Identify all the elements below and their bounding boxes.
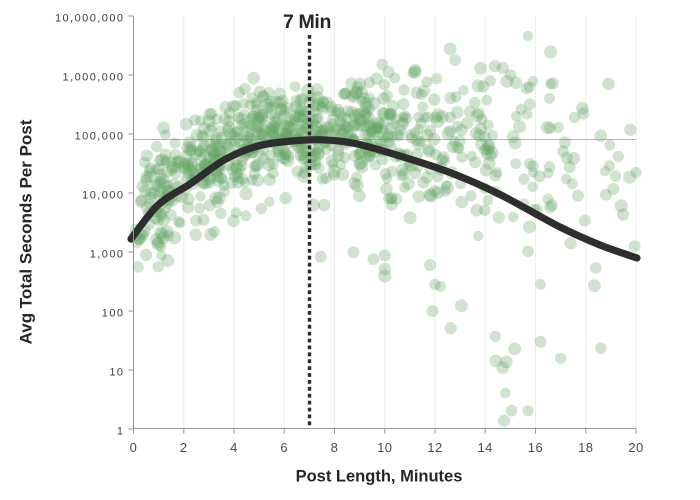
- svg-text:10,000,000: 10,000,000: [55, 13, 125, 25]
- svg-text:7 Min: 7 Min: [283, 11, 331, 33]
- svg-text:16: 16: [528, 440, 543, 455]
- svg-text:0: 0: [130, 440, 138, 455]
- svg-text:8: 8: [331, 440, 339, 455]
- svg-text:1,000: 1,000: [90, 249, 125, 261]
- svg-text:20: 20: [628, 440, 643, 455]
- svg-text:100: 100: [102, 308, 125, 320]
- svg-text:100,000: 100,000: [75, 131, 125, 143]
- svg-text:10: 10: [377, 440, 392, 455]
- svg-text:1: 1: [117, 426, 125, 438]
- svg-text:12: 12: [427, 440, 442, 455]
- svg-text:Post Length, Minutes: Post Length, Minutes: [296, 468, 463, 486]
- svg-text:1,000,000: 1,000,000: [63, 72, 125, 84]
- svg-text:14: 14: [477, 440, 492, 455]
- svg-text:Avg Total Seconds Per Post: Avg Total Seconds Per Post: [17, 119, 36, 344]
- svg-text:2: 2: [180, 440, 188, 455]
- svg-text:4: 4: [230, 440, 238, 455]
- svg-text:10: 10: [109, 367, 124, 379]
- svg-text:10,000: 10,000: [82, 190, 124, 202]
- svg-text:18: 18: [578, 440, 593, 455]
- svg-text:6: 6: [280, 440, 288, 455]
